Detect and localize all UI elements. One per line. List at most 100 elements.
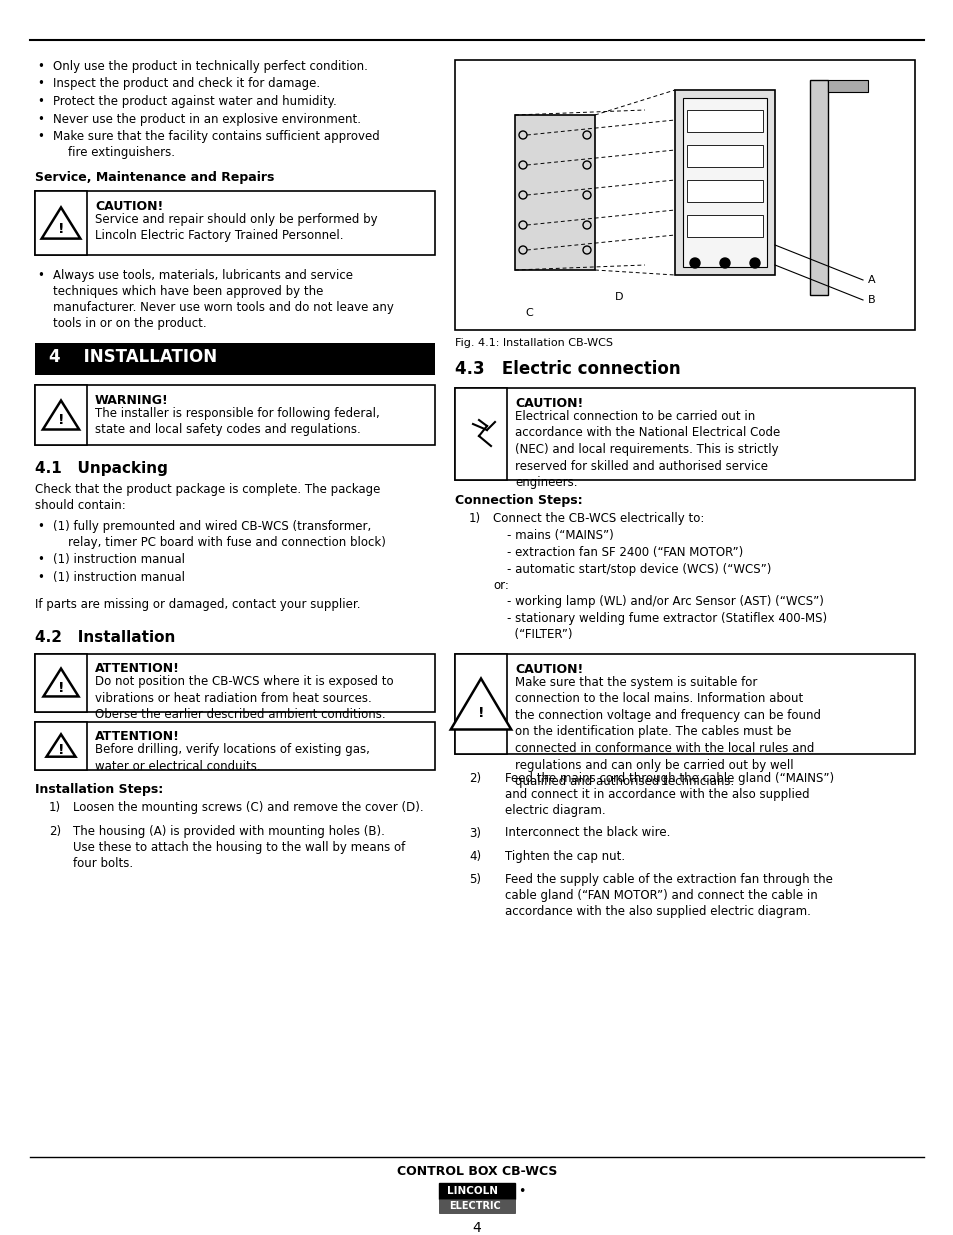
Text: 3): 3) (469, 826, 480, 840)
Text: - stationary welding fume extractor (Statiflex 400-MS)
  (“FILTER”): - stationary welding fume extractor (Sta… (506, 613, 826, 641)
Text: - extraction fan SF 2400 (“FAN MOTOR”): - extraction fan SF 2400 (“FAN MOTOR”) (506, 546, 742, 559)
Text: ATTENTION!: ATTENTION! (95, 730, 180, 743)
Bar (515, 115, 595, 270)
Text: •: • (37, 78, 45, 90)
Bar (686, 215, 762, 237)
Text: (1) instruction manual: (1) instruction manual (53, 571, 185, 583)
Bar (455, 388, 914, 480)
Text: •: • (37, 571, 45, 583)
Text: Service and repair should only be performed by
Lincoln Electric Factory Trained : Service and repair should only be perfor… (95, 212, 377, 242)
Text: Before drilling, verify locations of existing gas,
water or electrical conduits.: Before drilling, verify locations of exi… (95, 743, 370, 773)
Bar (35, 191, 87, 254)
Text: If parts are missing or damaged, contact your supplier.: If parts are missing or damaged, contact… (35, 598, 360, 611)
Bar (438, 1183, 515, 1199)
Polygon shape (450, 678, 511, 730)
Text: 4.2   Installation: 4.2 Installation (35, 630, 175, 645)
Polygon shape (47, 735, 75, 757)
Text: 4): 4) (469, 850, 480, 863)
Text: The housing (A) is provided with mounting holes (B).
Use these to attach the hou: The housing (A) is provided with mountin… (73, 825, 405, 869)
Text: •: • (37, 520, 45, 534)
Text: !: ! (58, 222, 64, 236)
Polygon shape (43, 400, 79, 430)
Text: WARNING!: WARNING! (95, 394, 169, 408)
Bar (455, 655, 914, 755)
Text: Electrical connection to be carried out in
accordance with the National Electric: Electrical connection to be carried out … (515, 410, 780, 489)
Text: Tighten the cap nut.: Tighten the cap nut. (504, 850, 624, 863)
Text: !: ! (58, 743, 64, 757)
Text: CONTROL BOX CB-WCS: CONTROL BOX CB-WCS (396, 1165, 557, 1178)
Text: Feed the mains cord through the cable gland (“MAINS”)
and connect it in accordan: Feed the mains cord through the cable gl… (504, 772, 833, 818)
Polygon shape (44, 668, 78, 697)
Text: •: • (37, 553, 45, 566)
Text: B: B (867, 295, 875, 305)
Text: Make sure that the facility contains sufficient approved
    fire extinguishers.: Make sure that the facility contains suf… (53, 130, 379, 159)
Text: •: • (517, 1184, 525, 1198)
Text: - automatic start/stop device (WCS) (“WCS”): - automatic start/stop device (WCS) (“WC… (506, 562, 771, 576)
Text: Inspect the product and check it for damage.: Inspect the product and check it for dam… (53, 78, 320, 90)
Text: Always use tools, materials, lubricants and service
techniques which have been a: Always use tools, materials, lubricants … (53, 269, 394, 330)
Bar (675, 90, 774, 275)
Text: 4.3   Electric connection: 4.3 Electric connection (455, 359, 679, 378)
Bar (686, 180, 762, 203)
Bar (35, 653, 435, 711)
Bar (827, 80, 867, 91)
Text: 4.1   Unpacking: 4.1 Unpacking (35, 461, 168, 475)
Text: Fig. 4.1: Installation CB-WCS: Fig. 4.1: Installation CB-WCS (455, 338, 613, 348)
Text: Connect the CB-WCS electrically to:: Connect the CB-WCS electrically to: (493, 513, 703, 525)
Text: !: ! (58, 680, 64, 695)
Text: 5): 5) (469, 873, 480, 887)
Text: Installation Steps:: Installation Steps: (35, 783, 163, 797)
Bar (35, 385, 87, 445)
Text: The installer is responsible for following federal,
state and local safety codes: The installer is responsible for followi… (95, 408, 379, 436)
Text: Feed the supply cable of the extraction fan through the
cable gland (“FAN MOTOR”: Feed the supply cable of the extraction … (504, 873, 832, 919)
Text: •: • (37, 61, 45, 73)
Bar (686, 144, 762, 167)
Text: 2): 2) (49, 825, 61, 839)
Text: Make sure that the system is suitable for
connection to the local mains. Informa: Make sure that the system is suitable fo… (515, 676, 821, 788)
Bar (682, 98, 766, 267)
Bar (455, 388, 506, 480)
Text: !: ! (58, 414, 64, 427)
Text: Only use the product in technically perfect condition.: Only use the product in technically perf… (53, 61, 368, 73)
Text: - working lamp (WL) and/or Arc Sensor (AST) (“WCS”): - working lamp (WL) and/or Arc Sensor (A… (506, 595, 823, 609)
Bar (455, 61, 914, 330)
Text: 4: 4 (472, 1221, 481, 1235)
Bar (35, 721, 435, 769)
Text: - mains (“MAINS”): - mains (“MAINS”) (506, 530, 613, 542)
Bar (35, 191, 435, 254)
Text: 1): 1) (469, 513, 480, 525)
Text: Never use the product in an explosive environment.: Never use the product in an explosive en… (53, 112, 360, 126)
Text: ATTENTION!: ATTENTION! (95, 662, 180, 676)
Circle shape (689, 258, 700, 268)
Text: 2): 2) (469, 772, 480, 785)
Bar (35, 343, 435, 375)
Text: CAUTION!: CAUTION! (95, 200, 163, 212)
Bar (35, 385, 435, 445)
Text: 4    INSTALLATION: 4 INSTALLATION (49, 348, 217, 366)
Text: LINCOLN: LINCOLN (447, 1186, 498, 1195)
Circle shape (749, 258, 760, 268)
Text: or:: or: (493, 579, 508, 592)
Text: D: D (615, 291, 623, 303)
Text: C: C (524, 308, 532, 317)
Text: (1) fully premounted and wired CB-WCS (transformer,
    relay, timer PC board wi: (1) fully premounted and wired CB-WCS (t… (53, 520, 385, 550)
Text: •: • (37, 112, 45, 126)
Text: •: • (37, 130, 45, 143)
Bar (438, 1199, 515, 1213)
Bar (455, 655, 506, 755)
Text: Service, Maintenance and Repairs: Service, Maintenance and Repairs (35, 170, 274, 184)
Text: !: ! (477, 706, 484, 720)
Bar (35, 721, 87, 769)
Bar (809, 80, 827, 295)
Text: (1) instruction manual: (1) instruction manual (53, 553, 185, 566)
Text: 1): 1) (49, 802, 61, 815)
Bar (686, 110, 762, 132)
Text: Check that the product package is complete. The package
should contain:: Check that the product package is comple… (35, 483, 380, 513)
Circle shape (720, 258, 729, 268)
Text: Connection Steps:: Connection Steps: (455, 494, 582, 508)
Text: Loosen the mounting screws (C) and remove the cover (D).: Loosen the mounting screws (C) and remov… (73, 802, 423, 815)
Text: A: A (867, 275, 875, 285)
Polygon shape (42, 207, 80, 238)
Text: •: • (37, 95, 45, 107)
Text: CAUTION!: CAUTION! (515, 396, 582, 410)
